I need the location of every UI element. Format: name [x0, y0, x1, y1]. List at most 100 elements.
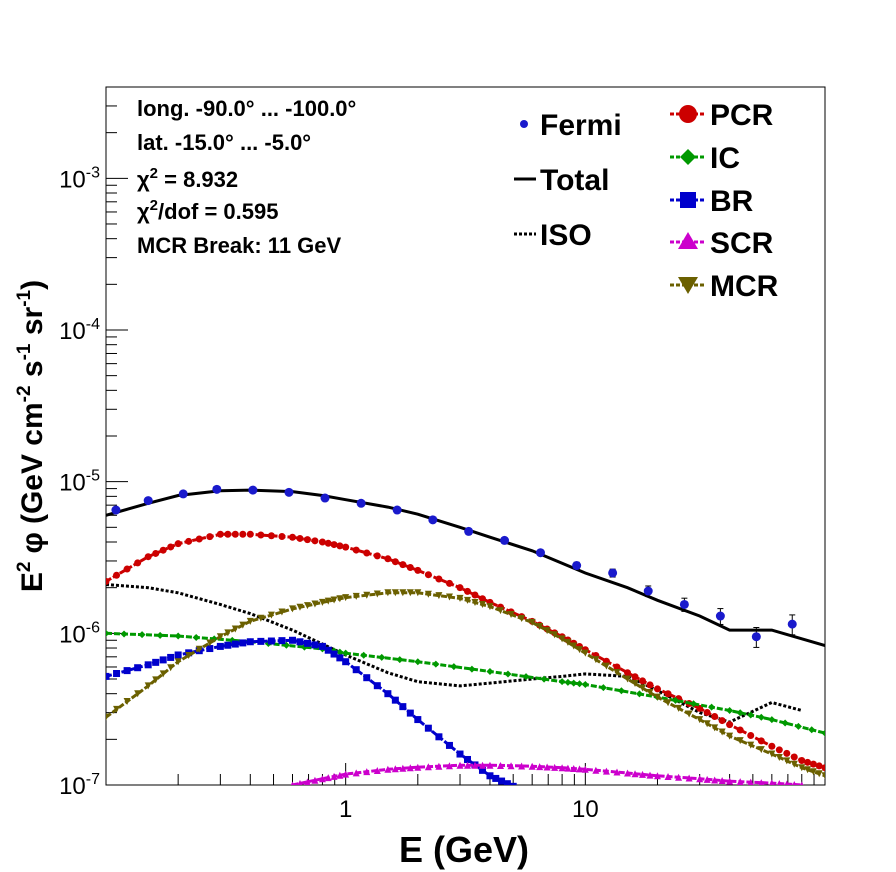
ic-marker	[757, 713, 765, 721]
ic-marker	[540, 675, 548, 683]
mcr-marker	[342, 594, 350, 602]
pcr-marker	[624, 669, 632, 677]
pcr-marker	[167, 543, 175, 551]
pcr-marker	[399, 561, 407, 569]
fermi-point	[679, 599, 689, 609]
y-axis-title: E2φ(GeV cm-2 s-1 sr-1)	[14, 280, 49, 592]
ic-marker	[768, 716, 776, 724]
ic-marker	[106, 629, 110, 637]
scr-marker	[384, 765, 392, 773]
legend-total: Total	[514, 164, 609, 197]
legend-iso: ISO	[514, 219, 592, 252]
pcr-marker	[134, 559, 142, 567]
scr-marker	[800, 781, 804, 785]
mcr-marker	[613, 669, 621, 677]
scr-marker	[653, 772, 661, 780]
info-block: long. -90.0° ... -100.0° lat. -15.0° ...…	[137, 96, 356, 258]
fermi-point	[643, 586, 653, 596]
pcr-marker	[406, 563, 414, 571]
scr-marker	[471, 761, 479, 769]
br-marker	[399, 703, 407, 711]
scr-marker	[399, 764, 407, 772]
br-marker	[391, 696, 399, 704]
br-marker	[336, 654, 344, 662]
pcr-marker	[718, 717, 726, 725]
info-chi2-symbol: χ	[137, 167, 150, 192]
pcr-marker	[747, 731, 755, 739]
mcr-marker	[152, 676, 160, 684]
br-marker	[159, 656, 167, 664]
ic-marker	[581, 680, 589, 688]
mcr-marker	[536, 623, 544, 631]
pcr-marker	[804, 758, 812, 766]
info-longitude: long. -90.0° ... -100.0°	[137, 96, 356, 121]
pcr-marker	[646, 681, 654, 689]
ic-marker	[708, 703, 716, 711]
br-marker	[296, 638, 304, 646]
pcr-marker	[231, 530, 239, 538]
ic-marker	[414, 658, 422, 666]
scr-marker	[576, 765, 584, 773]
fermi-point	[572, 561, 582, 571]
br-marker	[363, 674, 371, 682]
mcr-marker	[445, 593, 453, 601]
scr-marker	[664, 773, 672, 781]
ic-marker	[192, 633, 200, 641]
legend-pcr-label: PCR	[710, 99, 774, 132]
br-marker	[267, 637, 275, 645]
br-marker	[224, 641, 232, 649]
ic-marker	[120, 630, 128, 638]
mcr-marker	[768, 750, 776, 758]
mcr-marker	[558, 635, 566, 643]
ic-marker	[808, 726, 816, 734]
pcr-marker	[144, 553, 152, 561]
pcr-marker	[296, 534, 304, 542]
info-mcr-break: MCR Break: 11 GeV	[137, 233, 342, 258]
br-marker	[352, 666, 360, 674]
scr-marker	[747, 778, 754, 785]
legend-total-label: Total	[540, 164, 609, 197]
scr-marker	[507, 762, 515, 770]
legend-br-label: BR	[710, 185, 754, 218]
mcr-marker	[231, 625, 239, 633]
ic-marker	[174, 632, 182, 640]
x-tick-label: 1	[339, 796, 352, 823]
legend-fermi: Fermi	[520, 109, 622, 142]
mcr-marker	[564, 638, 572, 646]
ic-marker	[360, 651, 368, 659]
scr-marker	[592, 766, 600, 774]
pcr-marker	[318, 538, 326, 546]
scr-marker	[776, 780, 782, 785]
mcr-marker	[435, 592, 443, 600]
pcr-marker	[631, 673, 639, 681]
br-marker	[486, 772, 494, 780]
pcr-marker	[703, 708, 711, 716]
fermi-point	[178, 489, 188, 499]
mcr-marker	[303, 602, 311, 610]
scr-marker	[414, 763, 422, 771]
pcr-marker	[613, 663, 621, 671]
pcr-marker	[478, 595, 486, 603]
mcr-marker	[543, 627, 551, 635]
br-marker	[123, 667, 131, 675]
legend-iso-label: ISO	[540, 219, 592, 252]
scr-marker	[435, 762, 443, 770]
br-marker	[414, 716, 422, 724]
scr-marker	[792, 781, 797, 785]
mcr-marker	[646, 689, 654, 697]
ic-marker	[138, 631, 146, 639]
ic-marker	[726, 706, 734, 714]
scr-marker	[769, 779, 775, 785]
mcr-marker	[414, 589, 422, 597]
mcr-marker	[239, 621, 247, 629]
mcr-marker	[507, 611, 515, 619]
scr-marker	[536, 763, 544, 771]
scr-marker	[290, 781, 295, 785]
mcr-marker	[363, 591, 371, 599]
mcr-marker	[602, 662, 610, 670]
scr-marker	[478, 761, 486, 769]
fermi-point	[356, 498, 366, 508]
fermi-point	[320, 493, 330, 503]
scr-marker	[318, 775, 326, 783]
mcr-marker	[324, 597, 332, 605]
